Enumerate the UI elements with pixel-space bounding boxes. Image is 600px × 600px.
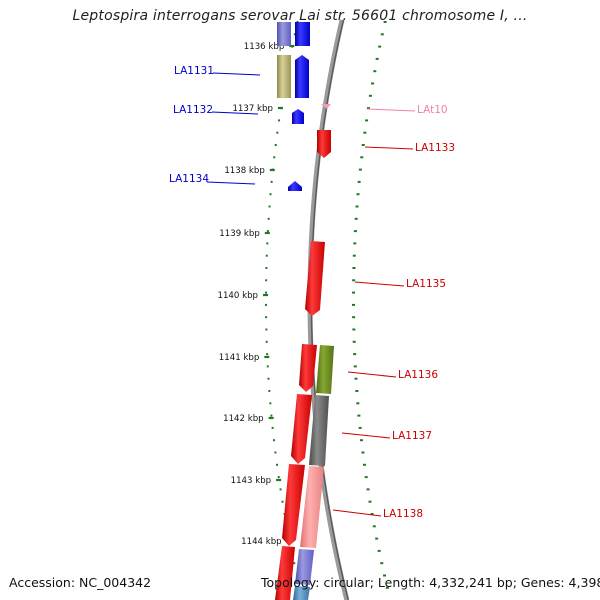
gene-label-la1133: LA1133 (415, 142, 455, 154)
ruler-label: 1138 kbp (224, 166, 265, 176)
gene-label-la1138: LA1138 (383, 508, 423, 520)
ruler-label: 1142 kbp (223, 414, 264, 424)
ruler-label: 1144 kbp (241, 537, 282, 547)
gene-arrow-la1134 (288, 181, 302, 191)
gene-arrow-la1132 (292, 109, 304, 124)
gene-arrow-la1137 (291, 394, 312, 464)
gene-labels: LA1131 LA1132 LAt10 LA1133 LA1134 LA1135 LA113… (169, 65, 455, 520)
gene-arrow-la1135 (305, 241, 325, 316)
gene-arrow-la1136 (299, 344, 317, 392)
gene-leader-line (206, 181, 256, 185)
feature-block (300, 466, 324, 548)
feature-block (316, 345, 334, 394)
gene-label-lat10: LAt10 (417, 104, 448, 116)
gene-leader-line (347, 371, 397, 378)
gene-leader-line (354, 281, 405, 287)
gene-leader-line (341, 432, 391, 439)
feature-block (295, 22, 310, 46)
ruler-label: 1140 kbp (218, 291, 259, 301)
ruler-label: 1141 kbp (219, 353, 260, 363)
gene-leader-line (332, 509, 382, 517)
genome-summary: Topology: circular; Length: 4,332,241 bp… (261, 575, 600, 590)
gene-leader-line (364, 146, 414, 150)
gene-leader-line (212, 72, 261, 76)
feature-block (309, 395, 329, 466)
map-title: Leptospira interrogans serovar Lai str. … (72, 8, 528, 24)
gene-leader-line (211, 111, 259, 115)
gene-arrow-la1131 (295, 55, 309, 98)
ruler-label: 1136 kbp (244, 42, 285, 52)
feature-block (277, 22, 291, 46)
gene-leader-line (366, 108, 416, 112)
ruler-label: 1139 kbp (219, 229, 260, 239)
gene-label-la1131: LA1131 (174, 65, 214, 77)
ruler-label: 1137 kbp (232, 104, 273, 114)
ruler-label: 1143 kbp (231, 476, 272, 486)
accession-text: Accession: NC_004342 (9, 575, 152, 590)
feature-block (293, 586, 310, 600)
gene-arrow-la1133 (317, 130, 331, 158)
gene-arrow-la1138 (282, 464, 305, 546)
gene-label-la1135: LA1135 (406, 278, 446, 290)
gene-label-la1137: LA1137 (392, 430, 432, 442)
gene-arrow-lat10 (321, 104, 331, 109)
feature-block (295, 549, 314, 585)
ruler-labels: 1136 kbp 1137 kbp 1138 kbp 1139 kbp 1140 kbp… (218, 42, 295, 547)
feature-block (277, 55, 291, 98)
gene-label-la1134: LA1134 (169, 173, 209, 185)
feature-tracks (275, 22, 334, 600)
gene-label-la1132: LA1132 (173, 104, 213, 116)
feature-block (275, 546, 295, 600)
gene-label-la1136: LA1136 (398, 369, 438, 381)
